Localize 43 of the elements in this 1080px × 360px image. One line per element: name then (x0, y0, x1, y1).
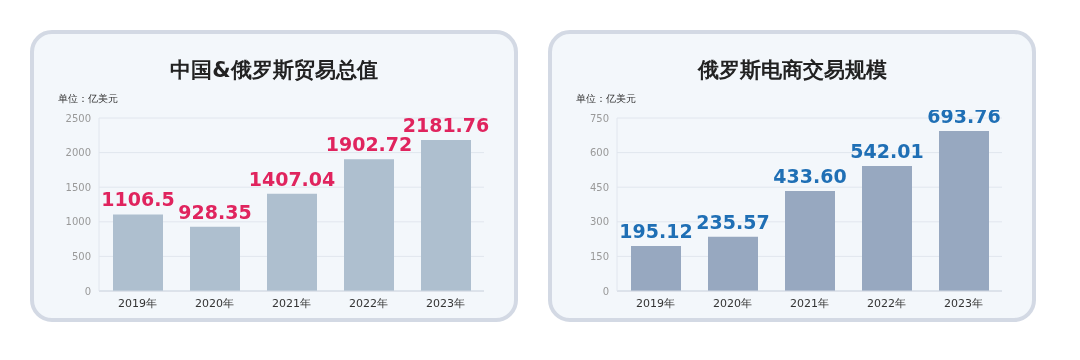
y-tick-label: 2000 (65, 147, 91, 159)
x-tick-label: 2021年 (790, 296, 829, 310)
data-label: 235.57 (696, 210, 770, 233)
y-tick-label: 0 (84, 285, 91, 297)
x-tick-label: 2020年 (195, 296, 234, 310)
y-tick-label: 1000 (65, 216, 91, 228)
y-axis-title: 单位：亿美元 (58, 92, 118, 106)
y-tick-label: 450 (589, 181, 609, 193)
data-label: 542.01 (850, 139, 924, 162)
y-tick-label: 750 (589, 112, 609, 124)
x-tick-label: 2022年 (867, 296, 906, 310)
bar (267, 193, 317, 291)
chart-title: 中国&俄罗斯贸易总值 (169, 57, 379, 84)
y-tick-label: 300 (589, 216, 609, 228)
y-axis-title: 单位：亿美元 (576, 92, 636, 106)
bar (631, 245, 681, 291)
y-tick-label: 500 (71, 250, 91, 262)
y-tick-label: 1500 (65, 181, 91, 193)
chart-title: 俄罗斯电商交易规模 (696, 57, 888, 84)
bar (862, 165, 912, 291)
x-tick-label: 2020年 (713, 296, 752, 310)
bar (421, 140, 471, 291)
bar (113, 214, 163, 291)
x-tick-label: 2019年 (636, 296, 675, 310)
data-label: 433.60 (773, 164, 847, 187)
y-tick-label: 150 (589, 250, 609, 262)
y-tick-label: 0 (602, 285, 609, 297)
y-tick-label: 600 (589, 147, 609, 159)
data-label: 1106.5 (101, 188, 175, 211)
data-label: 195.12 (619, 219, 693, 242)
x-tick-label: 2023年 (944, 296, 983, 310)
bar (939, 130, 989, 291)
x-tick-label: 2023年 (426, 296, 465, 310)
bar (344, 159, 394, 291)
bar (190, 226, 240, 291)
data-label: 928.35 (178, 200, 252, 223)
y-tick-label: 2500 (65, 112, 91, 124)
bar (785, 190, 835, 291)
x-tick-label: 2021年 (272, 296, 311, 310)
data-label: 1407.04 (248, 167, 336, 190)
x-tick-label: 2022年 (349, 296, 388, 310)
bar (708, 236, 758, 291)
x-tick-label: 2019年 (118, 296, 157, 310)
